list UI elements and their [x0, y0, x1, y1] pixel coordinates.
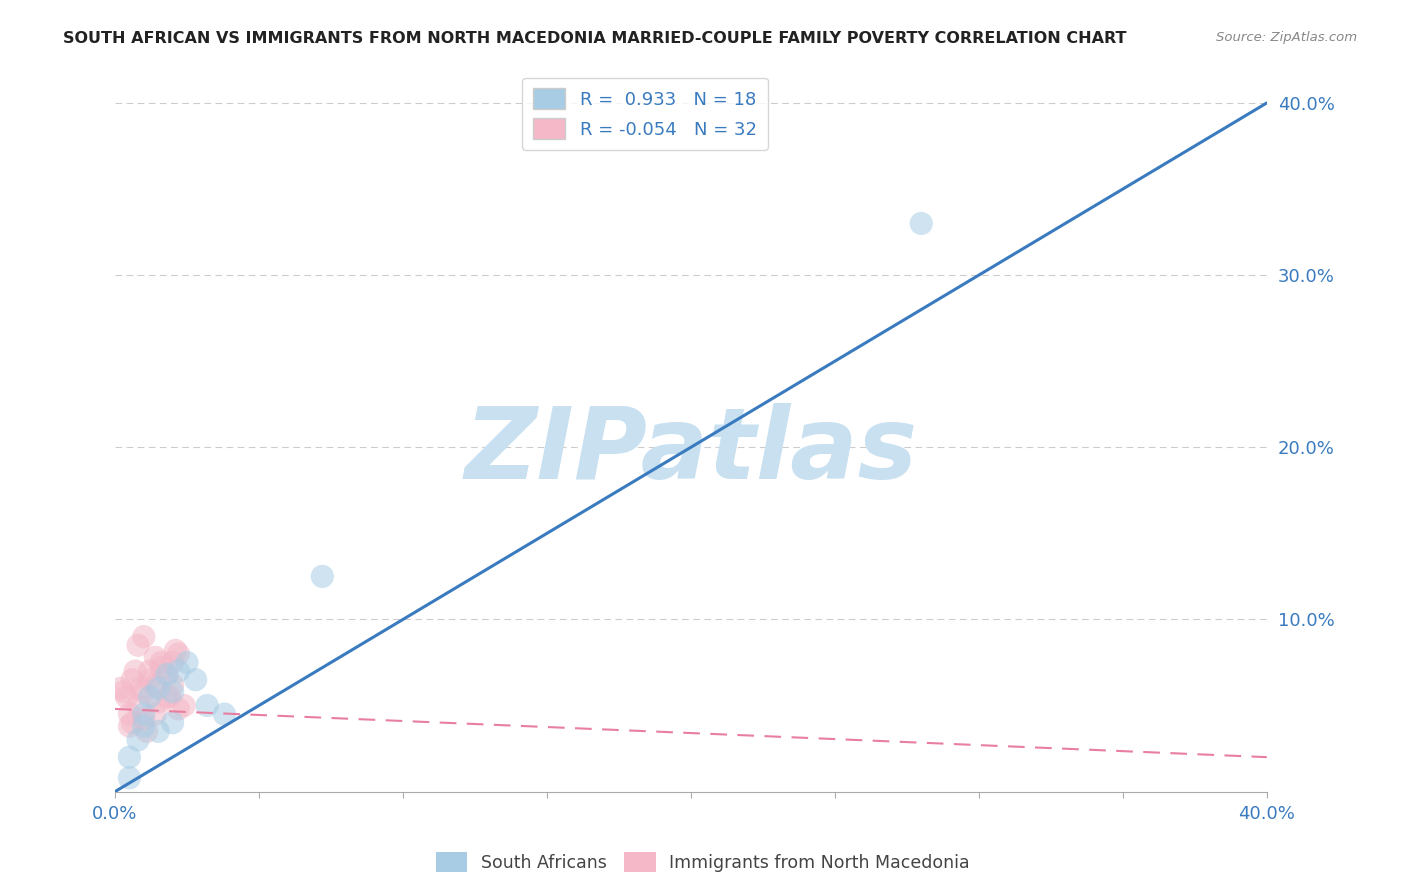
Point: [184, 673, 207, 687]
Point: [112, 684, 135, 698]
Point: [132, 630, 155, 644]
Point: [132, 684, 155, 698]
Point: [138, 690, 160, 704]
Text: ZIPatlas: ZIPatlas: [464, 403, 918, 500]
Legend: R =  0.933   N = 18, R = -0.054   N = 32: R = 0.933 N = 18, R = -0.054 N = 32: [522, 78, 768, 150]
Point: [311, 569, 333, 583]
Point: [148, 681, 170, 696]
Point: [118, 771, 141, 785]
Point: [143, 650, 166, 665]
Point: [195, 698, 218, 713]
Point: [129, 681, 152, 696]
Point: [138, 673, 160, 687]
Point: [162, 678, 184, 692]
Point: [167, 702, 190, 716]
Point: [132, 707, 155, 722]
Point: [110, 681, 132, 696]
Point: [115, 690, 138, 704]
Point: [118, 750, 141, 764]
Point: [127, 733, 149, 747]
Point: [150, 656, 173, 670]
Point: [121, 673, 143, 687]
Text: SOUTH AFRICAN VS IMMIGRANTS FROM NORTH MACEDONIA MARRIED-COUPLE FAMILY POVERTY C: SOUTH AFRICAN VS IMMIGRANTS FROM NORTH M…: [63, 31, 1126, 46]
Point: [138, 664, 160, 678]
Point: [162, 715, 184, 730]
Point: [156, 690, 179, 704]
Point: [143, 678, 166, 692]
Point: [148, 724, 170, 739]
Point: [124, 664, 146, 678]
Point: [148, 695, 170, 709]
Point: [127, 638, 149, 652]
Text: Source: ZipAtlas.com: Source: ZipAtlas.com: [1216, 31, 1357, 45]
Point: [173, 698, 195, 713]
Point: [156, 667, 179, 681]
Point: [143, 707, 166, 722]
Point: [165, 643, 187, 657]
Point: [167, 647, 190, 661]
Point: [132, 712, 155, 726]
Point: [167, 664, 190, 678]
Point: [214, 707, 236, 722]
Point: [118, 707, 141, 722]
Point: [156, 667, 179, 681]
Point: [135, 724, 157, 739]
Point: [176, 656, 198, 670]
Point: [127, 698, 149, 713]
Point: [150, 660, 173, 674]
Point: [159, 690, 181, 704]
Point: [162, 684, 184, 698]
Point: [132, 719, 155, 733]
Point: [118, 719, 141, 733]
Point: [910, 217, 932, 231]
Point: [121, 715, 143, 730]
Legend: South Africans, Immigrants from North Macedonia: South Africans, Immigrants from North Ma…: [429, 845, 977, 879]
Point: [162, 656, 184, 670]
